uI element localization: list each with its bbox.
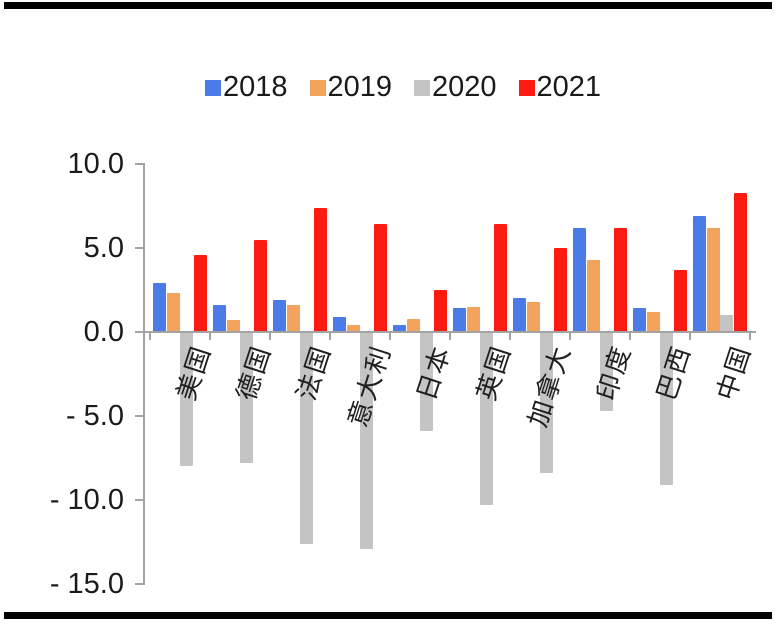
x-axis-tick	[149, 332, 151, 340]
legend-item-2019: 2019	[309, 71, 393, 103]
x-axis-label-8: 印度	[590, 341, 637, 404]
bar-2020-2	[300, 332, 314, 544]
bar-2020-1	[240, 332, 254, 464]
bar-2018-7	[573, 227, 587, 332]
x-axis-tick	[749, 332, 751, 340]
bar-2020-4	[420, 332, 434, 432]
x-axis-tick	[689, 332, 691, 340]
bar-2018-2	[273, 300, 287, 332]
x-axis-label-10: 中国	[710, 341, 757, 404]
bar-2018-6	[513, 298, 527, 332]
x-axis-label-4: 意大利	[342, 341, 397, 431]
x-axis-label-2: 德国	[230, 341, 277, 404]
bottom-border-bar	[4, 612, 772, 619]
chart-legend: 2018 2019 2020 2021	[205, 73, 601, 102]
x-axis-label-1: 美国	[170, 341, 217, 404]
legend-swatch	[518, 79, 535, 96]
legend-label: 2021	[536, 71, 602, 103]
x-axis-label-6: 英国	[470, 341, 517, 404]
x-axis-tick	[629, 332, 631, 340]
bar-2020-3	[360, 332, 374, 549]
bar-2021-9	[733, 192, 747, 332]
x-axis-tick	[449, 332, 451, 340]
bar-2020-5	[480, 332, 494, 506]
legend-swatch	[414, 79, 431, 96]
bar-2019-8	[646, 311, 660, 332]
y-axis-label: - 15.0	[49, 568, 124, 600]
bar-2020-0	[180, 332, 194, 467]
x-axis-tick	[269, 332, 271, 340]
bar-2019-0	[166, 293, 180, 332]
x-axis-label-9: 巴西	[650, 341, 697, 404]
y-axis-label: 0.0	[83, 316, 124, 348]
x-axis-tick	[209, 332, 211, 340]
bar-2021-2	[313, 207, 327, 332]
bar-2020-9	[720, 315, 734, 332]
bar-2021-3	[373, 224, 387, 332]
bar-2019-5	[466, 306, 480, 332]
y-axis-line	[142, 163, 145, 585]
bar-2019-4	[406, 318, 420, 332]
legend-item-2021: 2021	[518, 71, 602, 103]
top-border-bar	[4, 2, 772, 9]
bar-2021-7	[613, 227, 627, 332]
bar-2019-1	[226, 320, 240, 332]
x-axis-label-7: 加拿大	[522, 341, 577, 431]
bar-2021-4	[433, 290, 447, 332]
y-axis-tick	[135, 499, 144, 501]
legend-label: 2020	[432, 71, 497, 103]
y-axis-label: - 5.0	[65, 400, 124, 432]
y-axis-label: 10.0	[67, 148, 124, 180]
bar-2018-4	[393, 325, 407, 332]
x-axis-label-3: 法国	[290, 341, 337, 404]
y-axis-label: - 10.0	[49, 484, 124, 516]
x-axis-label-5: 日本	[410, 341, 457, 404]
bar-2019-9	[706, 227, 720, 332]
legend-label: 2019	[327, 71, 393, 103]
bar-2018-9	[693, 216, 707, 332]
bar-2019-2	[286, 305, 300, 332]
bar-2021-8	[673, 269, 687, 332]
bar-2019-7	[586, 259, 600, 332]
y-axis-label: 5.0	[83, 232, 124, 264]
y-axis-tick	[135, 331, 144, 333]
y-axis-tick	[135, 163, 144, 165]
legend-swatch	[309, 79, 326, 96]
bar-2020-7	[600, 332, 614, 411]
y-axis-tick	[135, 247, 144, 249]
bar-2018-3	[333, 316, 347, 332]
x-axis-tick	[389, 332, 391, 340]
bar-2020-8	[660, 332, 674, 485]
x-axis-tick	[509, 332, 511, 340]
bar-2019-6	[526, 301, 540, 332]
y-axis-tick	[135, 415, 144, 417]
x-axis-tick	[329, 332, 331, 340]
bar-2021-6	[553, 248, 567, 332]
legend-item-2018: 2018	[205, 73, 288, 102]
x-axis-tick	[569, 332, 571, 340]
legend-label: 2018	[223, 71, 288, 103]
bar-2021-1	[253, 239, 267, 332]
legend-swatch	[205, 79, 221, 96]
bar-2021-0	[193, 254, 207, 332]
bar-2018-0	[153, 283, 167, 332]
bar-2019-3	[346, 325, 360, 332]
bar-2020-6	[540, 332, 554, 474]
bar-2018-1	[213, 305, 227, 332]
bar-2018-5	[453, 308, 467, 332]
legend-item-2020: 2020	[414, 73, 497, 102]
y-axis-tick	[135, 583, 144, 585]
bar-2018-8	[633, 308, 647, 332]
bar-2021-5	[493, 224, 507, 332]
